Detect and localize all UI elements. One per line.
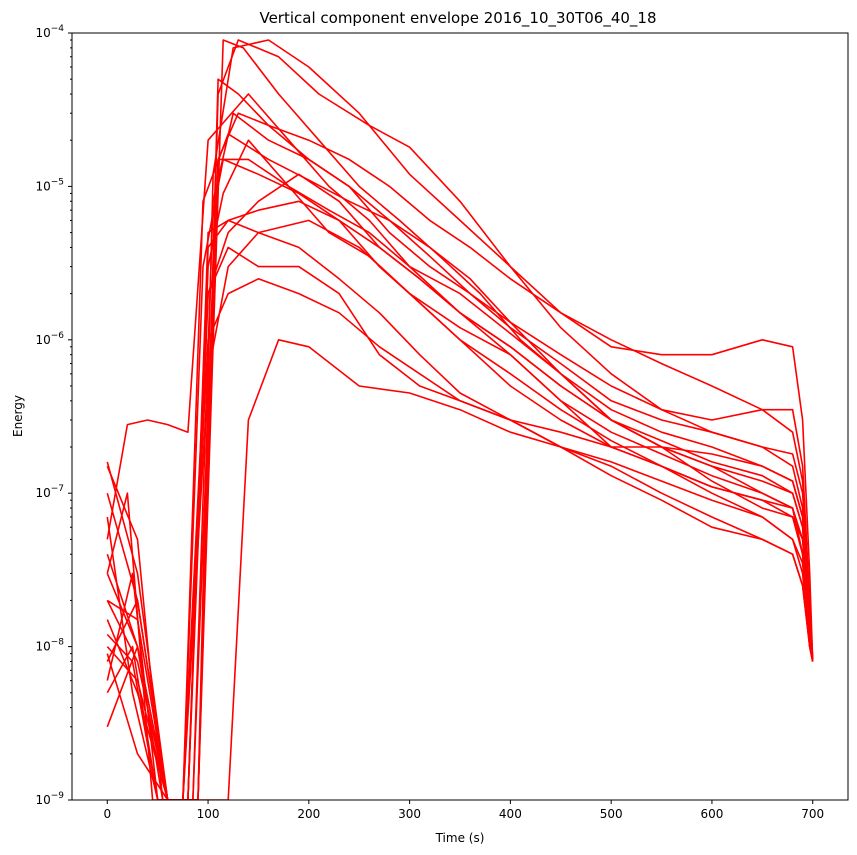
x-tick-label: 300: [398, 807, 421, 821]
series-line-17: [106, 112, 814, 800]
series-line-8: [106, 338, 814, 800]
x-tick-label: 400: [499, 807, 522, 821]
y-tick-label: 10−9: [35, 791, 64, 807]
series-line-13: [106, 112, 814, 800]
chart-title: Vertical component envelope 2016_10_30T0…: [259, 9, 656, 28]
y-tick-label: 10−7: [35, 484, 64, 500]
x-tick-label: 0: [103, 807, 111, 821]
x-tick-label: 600: [700, 807, 723, 821]
series-line-16: [106, 158, 814, 800]
x-tick-label: 200: [297, 807, 320, 821]
y-axis-label: Energy: [11, 395, 25, 437]
plot-frame: [71, 32, 849, 801]
x-tick-label: 100: [197, 807, 220, 821]
x-tick-label: 700: [801, 807, 824, 821]
y-tick-label: 10−5: [35, 177, 64, 193]
series-line-15: [106, 39, 814, 800]
x-axis: 0 100 200 300 400 500 600 700: [103, 800, 824, 821]
series-layer: [106, 39, 814, 800]
x-tick-label: 500: [600, 807, 623, 821]
y-tick-label: 10−8: [35, 638, 64, 654]
y-tick-label: 10−4: [35, 24, 64, 40]
series-line-14: [106, 219, 814, 800]
series-line-10: [106, 78, 814, 800]
y-axis: 10−9 10−8 10−7 10−6 10−5 10−4: [35, 24, 72, 807]
series-line-2: [106, 93, 814, 662]
y-tick-label: 10−6: [35, 331, 64, 347]
x-axis-label: Time (s): [435, 831, 485, 845]
